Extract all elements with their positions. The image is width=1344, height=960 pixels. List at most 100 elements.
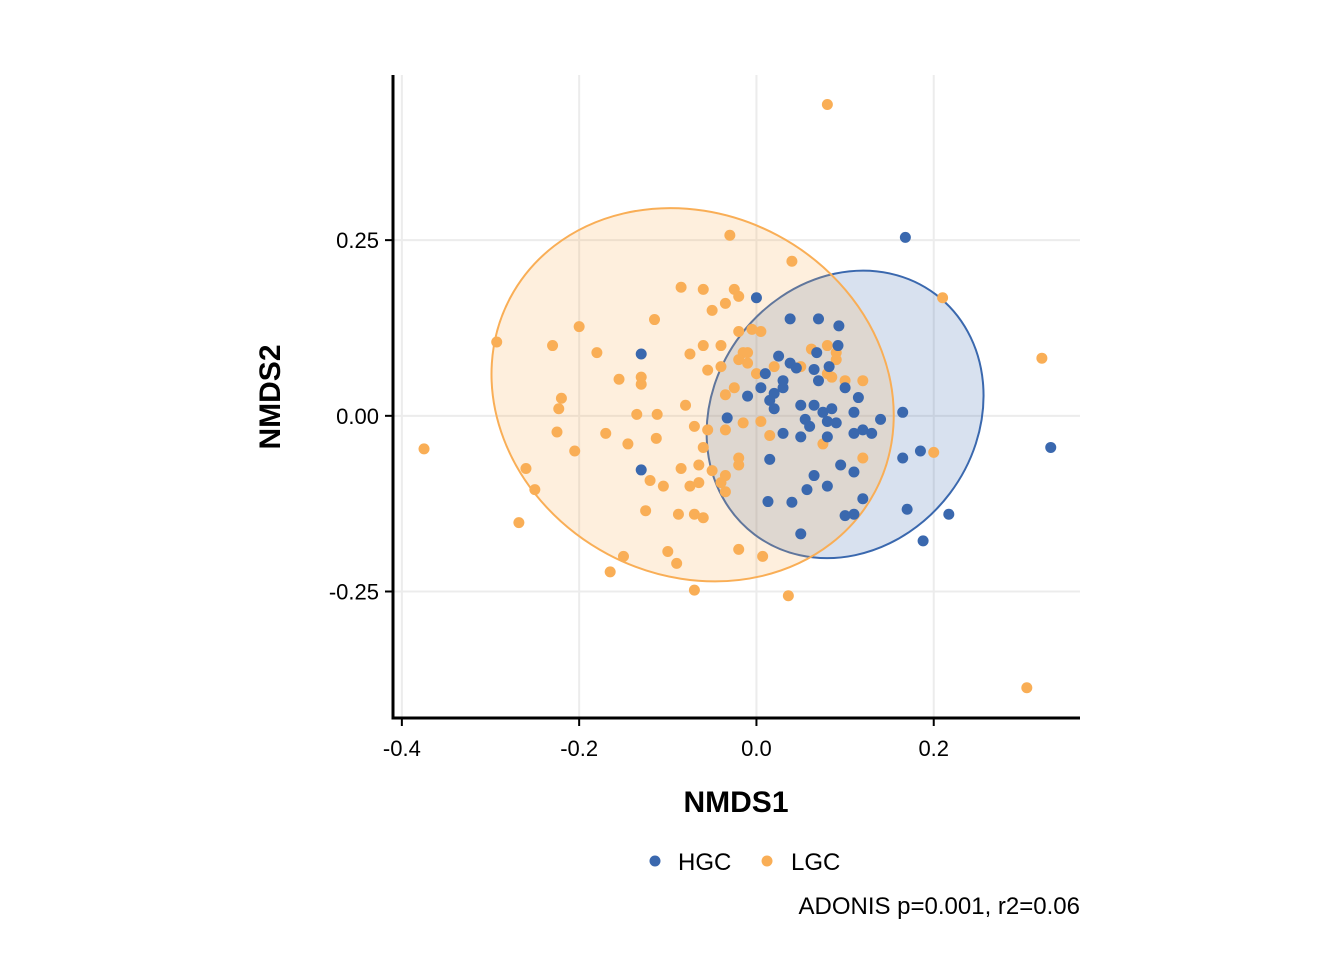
x-tick-label-1: -0.2	[560, 736, 598, 761]
point-lgc-4	[697, 283, 709, 295]
point-lgc-55	[569, 445, 581, 457]
legend-label-hgc: HGC	[678, 849, 731, 876]
point-hgc-21	[764, 394, 776, 406]
point-lgc-61	[706, 465, 718, 477]
adonis-caption: ADONIS p=0.001, r2=0.06	[798, 893, 1080, 920]
point-hgc-17	[812, 375, 824, 387]
point-lgc-39	[728, 382, 740, 394]
y-axis-title: NMDS2	[254, 344, 287, 449]
point-lgc-80	[733, 543, 745, 555]
point-lgc-71	[513, 517, 525, 529]
point-lgc-49	[755, 415, 767, 427]
point-hgc-7	[773, 350, 785, 362]
point-lgc-64	[719, 486, 731, 498]
point-hgc-46	[808, 470, 820, 482]
point-lgc-69	[520, 463, 532, 475]
point-lgc-75	[640, 505, 652, 517]
point-lgc-70	[529, 484, 541, 496]
legend-key-hgc	[649, 855, 661, 867]
y-tick-label-0: -0.25	[329, 580, 379, 605]
point-lgc-86	[928, 446, 940, 458]
point-lgc-8	[706, 304, 718, 316]
point-lgc-56	[697, 441, 709, 453]
point-hgc-23	[795, 399, 807, 411]
point-lgc-58	[733, 459, 745, 471]
point-hgc-42	[897, 452, 909, 464]
grid-lines	[393, 75, 1080, 718]
point-lgc-24	[768, 361, 780, 373]
point-hgc-25	[817, 406, 829, 418]
point-hgc-51	[786, 496, 798, 508]
point-lgc-13	[591, 347, 603, 359]
point-lgc-1	[786, 255, 798, 267]
point-lgc-32	[857, 375, 869, 387]
point-lgc-65	[693, 477, 705, 489]
point-lgc-54	[551, 426, 563, 438]
point-lgc-16	[715, 340, 727, 352]
point-lgc-90	[742, 347, 754, 359]
point-hgc-59	[899, 231, 911, 243]
point-lgc-33	[613, 373, 625, 385]
point-lgc-35	[635, 378, 647, 390]
point-lgc-67	[657, 480, 669, 492]
point-hgc-30	[721, 412, 733, 424]
point-hgc-41	[914, 445, 926, 457]
point-lgc-60	[693, 459, 705, 471]
data-points	[418, 99, 1057, 694]
point-hgc-56	[795, 528, 807, 540]
point-lgc-87	[1021, 682, 1033, 694]
point-lgc-15	[697, 340, 709, 352]
point-hgc-54	[901, 503, 913, 515]
point-hgc-14	[777, 382, 789, 394]
point-hgc-9	[790, 362, 802, 374]
legend-label-lgc: LGC	[791, 849, 840, 876]
point-hgc-52	[848, 508, 860, 520]
point-hgc-4	[635, 348, 647, 360]
point-lgc-52	[650, 432, 662, 444]
point-hgc-3	[784, 313, 796, 325]
point-lgc-88	[418, 443, 430, 455]
point-lgc-9	[649, 314, 661, 326]
point-hgc-29	[897, 406, 909, 418]
point-hgc-1	[812, 313, 824, 325]
point-lgc-47	[719, 424, 731, 436]
point-lgc-50	[764, 430, 776, 442]
point-hgc-22	[768, 403, 780, 415]
point-lgc-17	[733, 325, 745, 337]
point-lgc-82	[688, 584, 700, 596]
point-lgc-91	[857, 452, 869, 464]
point-hgc-0	[750, 292, 762, 304]
point-lgc-11	[491, 336, 503, 348]
x-axis-title: NMDS1	[683, 786, 788, 819]
point-lgc-84	[937, 292, 949, 304]
point-lgc-19	[755, 325, 767, 337]
x-tick-label-2: 0.0	[741, 736, 772, 761]
point-lgc-0	[724, 229, 736, 241]
point-lgc-77	[662, 545, 674, 557]
point-hgc-5	[811, 347, 823, 359]
point-lgc-72	[672, 508, 684, 520]
point-hgc-12	[759, 368, 771, 380]
point-hgc-50	[762, 496, 774, 508]
point-lgc-79	[604, 566, 616, 578]
point-lgc-68	[684, 480, 696, 492]
legend: HGC LGC	[649, 849, 840, 876]
point-lgc-31	[826, 371, 838, 383]
point-lgc-36	[702, 364, 714, 376]
point-lgc-85	[1036, 352, 1048, 364]
point-hgc-27	[848, 406, 860, 418]
point-lgc-28	[830, 354, 842, 366]
point-lgc-48	[737, 417, 749, 429]
point-hgc-10	[808, 363, 820, 375]
point-hgc-39	[857, 424, 869, 436]
point-lgc-23	[750, 368, 762, 380]
point-hgc-32	[830, 417, 842, 429]
point-hgc-24	[808, 399, 820, 411]
point-hgc-28	[875, 413, 887, 425]
x-axis-ticks: -0.4 -0.2 0.0 0.2	[383, 718, 949, 761]
point-lgc-18	[746, 323, 758, 335]
point-hgc-57	[917, 535, 929, 547]
point-hgc-45	[848, 466, 860, 478]
point-hgc-26	[826, 403, 838, 415]
